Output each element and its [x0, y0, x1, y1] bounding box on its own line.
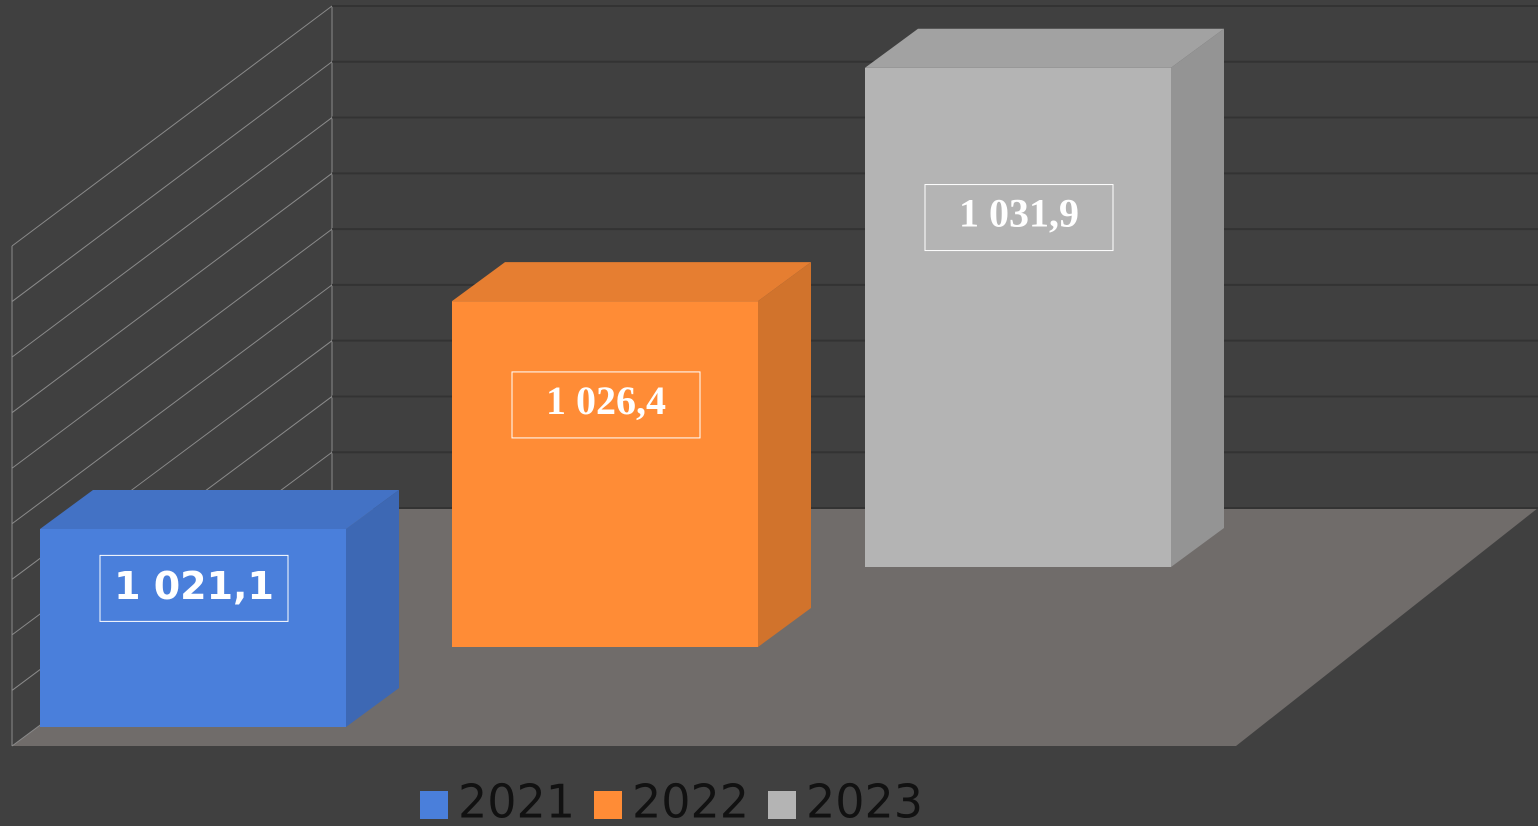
value-label-box — [924, 184, 1114, 252]
bar — [452, 301, 758, 647]
grid-line — [11, 228, 333, 469]
bar-side — [1171, 28, 1224, 568]
legend-label: 2021 — [458, 775, 575, 826]
value-label-box — [99, 554, 289, 622]
grid-line — [11, 172, 333, 414]
legend-swatch — [768, 791, 796, 819]
legend-label: 2023 — [806, 775, 923, 826]
bar-top — [40, 489, 399, 529]
value-label-box — [511, 371, 701, 439]
legend-swatch — [594, 791, 622, 819]
bar-top — [452, 262, 811, 302]
legend-label: 2022 — [632, 775, 749, 826]
value-label: 1 031,9 — [959, 191, 1079, 236]
legend-swatch — [420, 791, 448, 819]
value-label: 1 026,4 — [546, 378, 666, 423]
value-label: 1 021,1 — [114, 564, 274, 608]
grid-line — [11, 117, 333, 358]
bar-side — [758, 262, 811, 647]
bar — [40, 528, 346, 727]
bar — [865, 67, 1171, 568]
bar-top — [865, 28, 1224, 68]
grid-line — [11, 5, 333, 247]
bar-side — [346, 489, 399, 727]
grid-line — [11, 284, 333, 525]
grid-line — [11, 61, 333, 302]
